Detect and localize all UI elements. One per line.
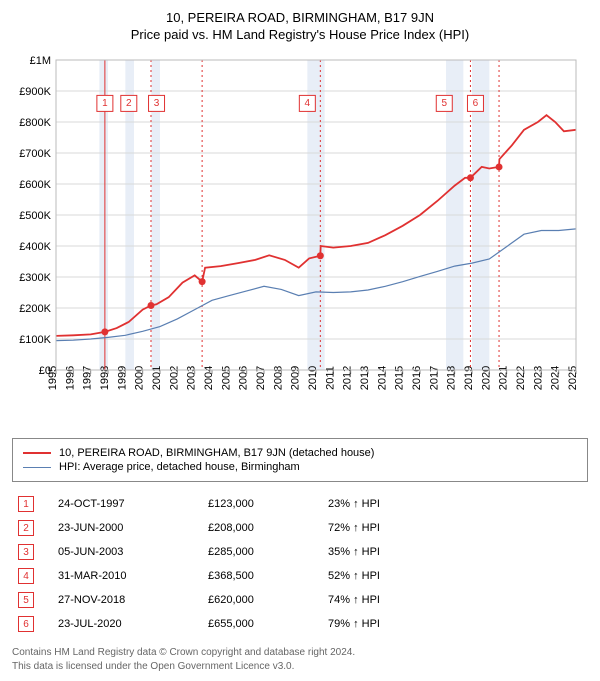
event-pct: 35% ↑ HPI: [322, 540, 588, 564]
svg-text:2006: 2006: [238, 366, 250, 390]
event-date: 31-MAR-2010: [52, 564, 202, 588]
svg-text:2003: 2003: [186, 366, 198, 390]
svg-text:2016: 2016: [411, 366, 423, 390]
svg-text:2001: 2001: [151, 366, 163, 390]
legend-swatch-a: [23, 452, 51, 454]
event-row: 1 24-OCT-1997£123,00023% ↑ HPI: [12, 492, 588, 516]
svg-text:£1M: £1M: [30, 55, 51, 67]
event-pct: 74% ↑ HPI: [322, 588, 588, 612]
event-pct: 52% ↑ HPI: [322, 564, 588, 588]
svg-text:2012: 2012: [342, 366, 354, 390]
legend-item-hpi: HPI: Average price, detached house, Birm…: [23, 461, 577, 473]
event-pct: 23% ↑ HPI: [322, 492, 588, 516]
svg-text:2023: 2023: [532, 366, 544, 390]
event-date: 05-JUN-2003: [52, 540, 202, 564]
svg-text:2010: 2010: [307, 366, 319, 390]
event-price: £285,000: [202, 540, 322, 564]
chart-subtitle: Price paid vs. HM Land Registry's House …: [8, 27, 592, 42]
svg-text:£200K: £200K: [19, 303, 51, 315]
svg-text:£700K: £700K: [19, 148, 51, 160]
svg-text:£800K: £800K: [19, 117, 51, 129]
event-marker-icon: 2: [18, 520, 34, 536]
chart-title: 10, PEREIRA ROAD, BIRMINGHAM, B17 9JN: [8, 10, 592, 25]
svg-text:2004: 2004: [203, 366, 215, 390]
event-row: 4 31-MAR-2010£368,50052% ↑ HPI: [12, 564, 588, 588]
event-pct: 79% ↑ HPI: [322, 612, 588, 636]
event-price: £368,500: [202, 564, 322, 588]
svg-text:1996: 1996: [64, 366, 76, 390]
svg-text:£100K: £100K: [19, 334, 51, 346]
svg-text:2002: 2002: [168, 366, 180, 390]
svg-text:2017: 2017: [428, 366, 440, 390]
svg-text:6: 6: [473, 98, 479, 109]
svg-text:2019: 2019: [463, 366, 475, 390]
event-marker-icon: 5: [18, 592, 34, 608]
svg-text:4: 4: [305, 98, 311, 109]
svg-text:2015: 2015: [394, 366, 406, 390]
svg-text:1997: 1997: [82, 366, 94, 390]
svg-text:£900K: £900K: [19, 86, 51, 98]
svg-text:£400K: £400K: [19, 241, 51, 253]
legend-label-a: 10, PEREIRA ROAD, BIRMINGHAM, B17 9JN (d…: [59, 447, 374, 459]
event-row: 3 05-JUN-2003£285,00035% ↑ HPI: [12, 540, 588, 564]
svg-text:2024: 2024: [550, 366, 562, 390]
svg-text:2007: 2007: [255, 366, 267, 390]
svg-text:2014: 2014: [376, 366, 388, 390]
events-table: 1 24-OCT-1997£123,00023% ↑ HPI 2 23-JUN-200…: [12, 492, 588, 636]
svg-text:£500K: £500K: [19, 210, 51, 222]
event-row: 5 27-NOV-2018£620,00074% ↑ HPI: [12, 588, 588, 612]
svg-text:2009: 2009: [290, 366, 302, 390]
svg-text:2: 2: [126, 98, 132, 109]
svg-text:2005: 2005: [220, 366, 232, 390]
event-price: £123,000: [202, 492, 322, 516]
event-marker-icon: 1: [18, 496, 34, 512]
svg-text:2025: 2025: [567, 366, 579, 390]
svg-text:2021: 2021: [498, 366, 510, 390]
event-date: 27-NOV-2018: [52, 588, 202, 612]
event-marker-icon: 4: [18, 568, 34, 584]
footer-line-2: This data is licensed under the Open Gov…: [12, 660, 588, 674]
event-date: 23-JUL-2020: [52, 612, 202, 636]
event-row: 6 23-JUL-2020£655,00079% ↑ HPI: [12, 612, 588, 636]
event-marker-icon: 3: [18, 544, 34, 560]
footer-attribution: Contains HM Land Registry data © Crown c…: [12, 646, 588, 673]
svg-text:2000: 2000: [134, 366, 146, 390]
svg-text:1: 1: [102, 98, 108, 109]
svg-text:5: 5: [441, 98, 447, 109]
svg-text:3: 3: [154, 98, 160, 109]
event-row: 2 23-JUN-2000£208,00072% ↑ HPI: [12, 516, 588, 540]
legend-item-property: 10, PEREIRA ROAD, BIRMINGHAM, B17 9JN (d…: [23, 447, 577, 459]
event-date: 24-OCT-1997: [52, 492, 202, 516]
svg-text:1995: 1995: [47, 366, 59, 390]
svg-text:1999: 1999: [116, 366, 128, 390]
event-price: £655,000: [202, 612, 322, 636]
svg-text:£600K: £600K: [19, 179, 51, 191]
footer-line-1: Contains HM Land Registry data © Crown c…: [12, 646, 588, 660]
event-marker-icon: 6: [18, 616, 34, 632]
legend: 10, PEREIRA ROAD, BIRMINGHAM, B17 9JN (d…: [12, 438, 588, 482]
chart-svg: £0£100K£200K£300K£400K£500K£600K£700K£80…: [8, 50, 592, 430]
svg-text:£300K: £300K: [19, 272, 51, 284]
legend-label-b: HPI: Average price, detached house, Birm…: [59, 461, 300, 473]
event-price: £208,000: [202, 516, 322, 540]
event-date: 23-JUN-2000: [52, 516, 202, 540]
svg-text:2020: 2020: [480, 366, 492, 390]
event-pct: 72% ↑ HPI: [322, 516, 588, 540]
chart-area: £0£100K£200K£300K£400K£500K£600K£700K£80…: [8, 50, 592, 430]
svg-text:2013: 2013: [359, 366, 371, 390]
event-price: £620,000: [202, 588, 322, 612]
svg-text:2018: 2018: [446, 366, 458, 390]
svg-text:2008: 2008: [272, 366, 284, 390]
legend-swatch-b: [23, 467, 51, 468]
svg-text:2022: 2022: [515, 366, 527, 390]
